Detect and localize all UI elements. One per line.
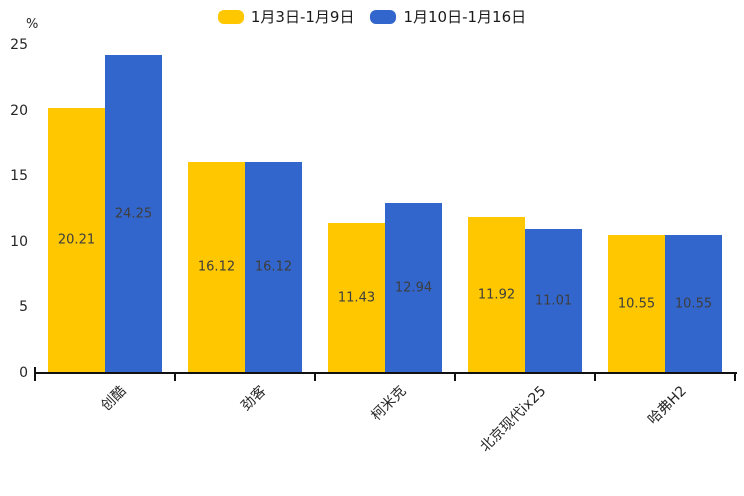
x-category-label: 劲客	[238, 383, 270, 415]
bar-value-label: 24.25	[114, 206, 153, 222]
bar-series1: 11.92	[468, 216, 525, 373]
bar-value-label: 12.94	[394, 280, 433, 296]
x-category-label: 哈弗H2	[644, 383, 690, 428]
bar-series2: 12.94	[385, 203, 442, 373]
bar-series2: 16.12	[245, 161, 302, 373]
legend-item: 1月10日-1月16日	[370, 6, 526, 27]
bar-value-label: 20.21	[57, 232, 96, 248]
x-tick-mark	[734, 372, 736, 381]
x-category-label: 创酷	[98, 383, 130, 415]
y-tick-label: 0	[19, 365, 28, 381]
y-tick-label: 15	[10, 168, 28, 185]
x-tick-mark	[594, 372, 596, 381]
x-tick-mark	[454, 372, 456, 381]
chart-legend: 1月3日-1月9日 1月10日-1月16日	[0, 6, 744, 27]
bar-series2: 11.01	[525, 228, 582, 373]
bar-series1: 10.55	[608, 234, 665, 373]
legend-swatch-icon	[370, 9, 397, 24]
x-category-label: 柯米克	[368, 383, 410, 425]
legend-label: 1月3日-1月9日	[250, 8, 355, 26]
bar-series1: 16.12	[188, 161, 245, 373]
y-tick-label: 25	[10, 37, 28, 53]
legend-swatch-icon	[217, 9, 244, 24]
x-axis-line	[34, 372, 737, 374]
legend-item: 1月3日-1月9日	[217, 6, 355, 27]
bar-value-label: 11.01	[534, 293, 573, 309]
x-category-label: 北京现代ix25	[477, 383, 550, 456]
y-tick-label: 20	[10, 102, 28, 119]
bar-value-label: 11.92	[477, 287, 516, 303]
bar-series1: 20.21	[48, 107, 105, 373]
bar-series1: 11.43	[328, 223, 385, 373]
bar-value-label: 10.55	[617, 296, 656, 312]
bar-series2: 10.55	[665, 234, 722, 373]
x-tick-mark	[174, 372, 176, 381]
y-axis-unit-label: %	[26, 17, 39, 32]
legend-label: 1月10日-1月16日	[403, 8, 527, 26]
bar-value-label: 11.43	[337, 290, 376, 306]
x-tick-mark	[34, 372, 36, 381]
x-tick-mark	[314, 372, 316, 381]
bar-value-label: 16.12	[197, 259, 236, 275]
axis-corner-tick	[34, 367, 36, 373]
y-tick-label: 10	[10, 233, 28, 250]
y-tick-label: 5	[19, 299, 28, 316]
bar-value-label: 10.55	[674, 296, 713, 312]
bar-value-label: 16.12	[254, 259, 293, 275]
bar-series2: 24.25	[105, 54, 162, 373]
